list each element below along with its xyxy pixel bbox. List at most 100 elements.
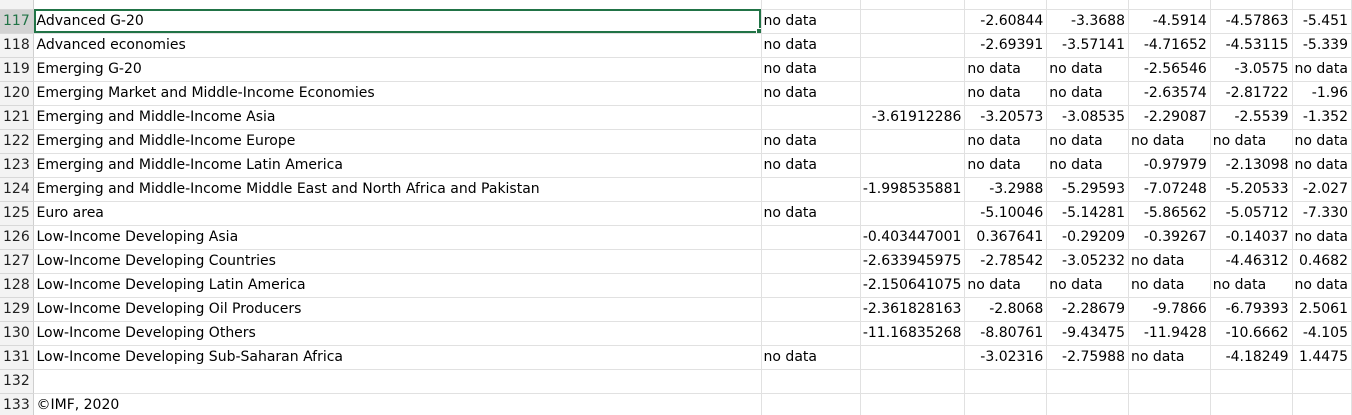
row-header[interactable]: 127 (0, 249, 35, 274)
cell[interactable] (860, 129, 966, 154)
cell[interactable]: -4.57863 (1210, 9, 1293, 34)
cell[interactable]: -3.08535 (1046, 105, 1129, 130)
cell[interactable]: -2.69391 (964, 33, 1048, 58)
cell[interactable]: -2.56546 (1128, 57, 1211, 82)
cell[interactable] (964, 369, 1048, 394)
cell[interactable] (860, 369, 966, 394)
row-header[interactable]: 130 (0, 321, 35, 346)
cell[interactable]: -7.07248 (1128, 177, 1211, 202)
cell[interactable]: Emerging and Middle-Income Latin America (33, 153, 762, 178)
cell[interactable] (1046, 369, 1129, 394)
cell[interactable] (860, 33, 966, 58)
row-header[interactable]: 124 (0, 177, 35, 202)
row-header[interactable]: 123 (0, 153, 35, 178)
cell[interactable]: -2.13098 (1210, 153, 1293, 178)
cell[interactable] (1046, 393, 1129, 415)
row-header[interactable]: 120 (0, 81, 35, 106)
cell[interactable]: no data (1292, 57, 1352, 82)
cell[interactable]: -8.80761 (964, 321, 1048, 346)
cell[interactable]: -3.20573 (964, 105, 1048, 130)
selected-cell[interactable]: Advanced G-20 (33, 9, 762, 34)
cell[interactable]: -3.0575 (1210, 57, 1293, 82)
row-header[interactable]: 122 (0, 129, 35, 154)
cell[interactable]: no data (761, 345, 861, 370)
cell[interactable]: no data (1292, 273, 1352, 298)
cell[interactable]: Emerging Market and Middle-Income Econom… (33, 81, 762, 106)
fill-handle[interactable] (755, 27, 761, 32)
cell[interactable]: no data (1210, 129, 1293, 154)
cell[interactable]: -5.86562 (1128, 201, 1211, 226)
cell[interactable]: no data (1046, 129, 1129, 154)
cell[interactable]: -3.05232 (1046, 249, 1129, 274)
cell[interactable]: Emerging and Middle-Income Middle East a… (33, 177, 762, 202)
cell[interactable]: -4.5914 (1128, 9, 1211, 34)
cell[interactable]: no data (1046, 153, 1129, 178)
cell[interactable]: -4.53115 (1210, 33, 1293, 58)
cell[interactable]: no data (1128, 129, 1211, 154)
cell[interactable] (860, 153, 966, 178)
cell[interactable]: no data (1292, 153, 1352, 178)
cell[interactable]: no data (1046, 81, 1129, 106)
cell[interactable]: Emerging and Middle-Income Asia (33, 105, 762, 130)
cell[interactable]: -2.027 (1292, 177, 1352, 202)
cell[interactable]: 1.4475 (1292, 345, 1352, 370)
cell[interactable]: 0.367641 (964, 225, 1048, 250)
row-header[interactable]: 129 (0, 297, 35, 322)
cell[interactable]: -9.43475 (1046, 321, 1129, 346)
cell[interactable]: Emerging and Middle-Income Europe (33, 129, 762, 154)
cell[interactable] (1210, 369, 1293, 394)
cell[interactable]: -5.451 (1292, 9, 1352, 34)
row-header[interactable]: 131 (0, 345, 35, 370)
cell[interactable]: -2.150641075 (860, 273, 966, 298)
cell[interactable]: ©IMF, 2020 (33, 393, 762, 415)
cell[interactable]: -3.2988 (964, 177, 1048, 202)
cell[interactable]: -0.403447001 (860, 225, 966, 250)
cell[interactable] (860, 9, 966, 34)
cell[interactable] (761, 177, 861, 202)
row-header[interactable]: 133 (0, 393, 35, 415)
cell[interactable]: no data (1046, 57, 1129, 82)
cell[interactable]: -2.60844 (964, 9, 1048, 34)
cell[interactable]: -7.330 (1292, 201, 1352, 226)
cell[interactable]: Euro area (33, 201, 762, 226)
cell[interactable]: no data (1128, 345, 1211, 370)
cell[interactable]: -6.79393 (1210, 297, 1293, 322)
cell[interactable]: no data (964, 57, 1048, 82)
row-header[interactable]: 119 (0, 57, 35, 82)
cell[interactable]: -3.3688 (1046, 9, 1129, 34)
cell[interactable]: Low-Income Developing Asia (33, 225, 762, 250)
cell[interactable]: -3.02316 (964, 345, 1048, 370)
cell[interactable]: -2.8068 (964, 297, 1048, 322)
cell[interactable]: -0.29209 (1046, 225, 1129, 250)
row-header[interactable]: 125 (0, 201, 35, 226)
cell[interactable]: no data (761, 0, 861, 10)
cell[interactable]: -2.63574 (1128, 81, 1211, 106)
cell[interactable]: no data (964, 153, 1048, 178)
cell[interactable]: no data (964, 273, 1048, 298)
cell[interactable]: no data (1046, 273, 1129, 298)
cell[interactable] (761, 249, 861, 274)
cell[interactable]: -2.81722 (1210, 81, 1293, 106)
cell[interactable]: no data (964, 0, 1048, 10)
cell[interactable]: -0.39267 (1128, 225, 1211, 250)
cell[interactable]: -2.5539 (1210, 105, 1293, 130)
cell[interactable]: no data (761, 81, 861, 106)
cell[interactable]: no data (1128, 249, 1211, 274)
cell[interactable] (1292, 369, 1352, 394)
cell[interactable]: -4.71652 (1128, 33, 1211, 58)
cell[interactable]: -0.14037 (1210, 225, 1293, 250)
cell[interactable]: no data (761, 129, 861, 154)
cell[interactable]: Low-Income Developing Countries (33, 249, 762, 274)
cell[interactable]: -9.7866 (1128, 297, 1211, 322)
cell[interactable]: no data (964, 129, 1048, 154)
row-header[interactable]: 117 (0, 9, 35, 34)
cell[interactable] (860, 0, 966, 10)
cell[interactable]: Low-Income Developing Others (33, 321, 762, 346)
cell[interactable]: Emerging G-20 (33, 57, 762, 82)
cell[interactable]: Low-Income Developing Latin America (33, 273, 762, 298)
cell[interactable]: -1.998535881 (860, 177, 966, 202)
cell[interactable] (761, 369, 861, 394)
cell[interactable] (1292, 393, 1352, 415)
cell[interactable]: Zimbabwe (33, 0, 762, 10)
cell[interactable]: -4.46312 (1210, 249, 1293, 274)
